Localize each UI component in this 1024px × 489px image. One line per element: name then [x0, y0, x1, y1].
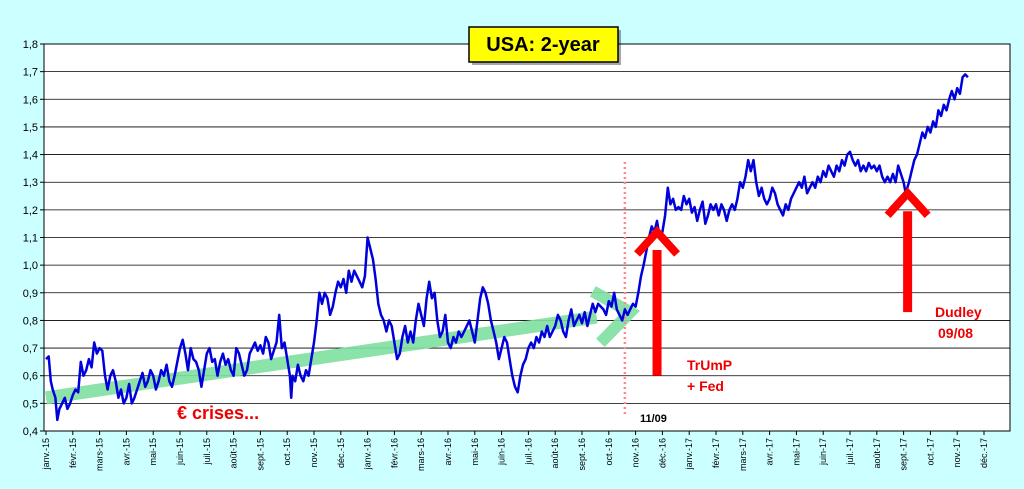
x-tick-label: déc.-15	[336, 438, 346, 468]
event-arrow-head	[634, 226, 680, 257]
y-tick-label: 1,1	[23, 233, 38, 245]
x-tick-label: avr.-16	[443, 438, 453, 466]
x-tick-label: déc.-17	[979, 438, 989, 468]
x-tick-label: oct.-17	[925, 438, 935, 466]
x-tick-label: sept.-17	[899, 438, 909, 471]
x-tick-label: sept.-16	[577, 438, 587, 471]
event-arrows	[634, 187, 931, 376]
x-tick-label: oct.-15	[282, 438, 292, 466]
x-tick-label: juin-17	[818, 438, 828, 466]
y-tick-label: 1,7	[23, 67, 38, 79]
y-tick-label: 0,8	[23, 315, 38, 327]
y-tick-label: 1,5	[23, 122, 38, 134]
x-tick-label: nov.-15	[309, 438, 319, 467]
y-tick-label: 0,7	[23, 343, 38, 355]
x-tick-label: août-16	[550, 438, 560, 469]
y-axis: 0,4 0,5 0,6 0,7 0,8 0,9 1,0 1,1 1,2 1,3 1,4 1,5 1,6 1…	[23, 39, 44, 438]
y-tick-label: 0,4	[23, 426, 38, 438]
x-tick-label: août-15	[229, 438, 239, 469]
y-tick-label: 0,5	[23, 398, 38, 410]
y-tick-label: 0,9	[23, 288, 38, 300]
x-tick-label: janv.-16	[363, 438, 373, 470]
annotation-dudley: Dudley	[935, 304, 982, 320]
y-tick-label: 1,4	[23, 150, 38, 162]
x-tick-label: avr.-15	[121, 438, 131, 466]
x-tick-label: mars-16	[416, 438, 426, 471]
x-tick-label: nov.-17	[952, 438, 962, 467]
x-tick-label: févr.-15	[68, 438, 78, 468]
x-tick-label: sept.-15	[255, 438, 265, 471]
title-box: USA: 2-year	[468, 26, 621, 65]
x-tick-label: juin-15	[175, 438, 185, 466]
x-tick-label: juil.-16	[523, 438, 533, 466]
y-tick-label: 1,2	[23, 205, 38, 217]
x-tick-label: juin-16	[497, 438, 507, 466]
annotation-trump: TrUmP	[687, 357, 732, 373]
event-arrow-head	[884, 187, 931, 218]
x-tick-label: déc.-16	[657, 438, 667, 468]
y-tick-label: 1,8	[23, 39, 38, 51]
y-tick-label: 1,3	[23, 177, 38, 189]
x-tick-label: mai-15	[148, 438, 158, 466]
y-tick-label: 0,6	[23, 371, 38, 383]
x-tick-label: janv.-17	[684, 438, 694, 470]
annotation-dudley-date: 09/08	[938, 325, 973, 341]
x-tick-label: mars-17	[738, 438, 748, 471]
chart-title: USA: 2-year	[486, 34, 600, 56]
y-tick-label: 1,0	[23, 260, 38, 272]
x-tick-label: juil.-17	[845, 438, 855, 466]
x-tick-label: mai-17	[791, 438, 801, 466]
y-tick-label: 1,6	[23, 94, 38, 106]
x-tick-label: avr.-17	[765, 438, 775, 466]
x-tick-label: nov.-16	[631, 438, 641, 467]
x-tick-label: mars-15	[95, 438, 105, 471]
x-tick-label: janv.-15	[41, 438, 51, 470]
annotation-event-date: 11/09	[640, 413, 667, 425]
x-tick-label: oct.-16	[604, 438, 614, 466]
x-tick-label: févr.-17	[711, 438, 721, 468]
x-axis: janv.-15 févr.-15 mars-15 avr.-15 mai-15 juin…	[41, 431, 989, 471]
x-tick-label: mai-16	[470, 438, 480, 466]
x-tick-label: juil.-15	[202, 438, 212, 466]
x-tick-label: févr.-16	[389, 438, 399, 468]
series-line-usa-2-year	[45, 73, 969, 422]
x-tick-label: août-17	[872, 438, 882, 469]
annotation-euro-crises: € crises...	[177, 403, 259, 423]
annotation-fed: + Fed	[687, 378, 724, 394]
